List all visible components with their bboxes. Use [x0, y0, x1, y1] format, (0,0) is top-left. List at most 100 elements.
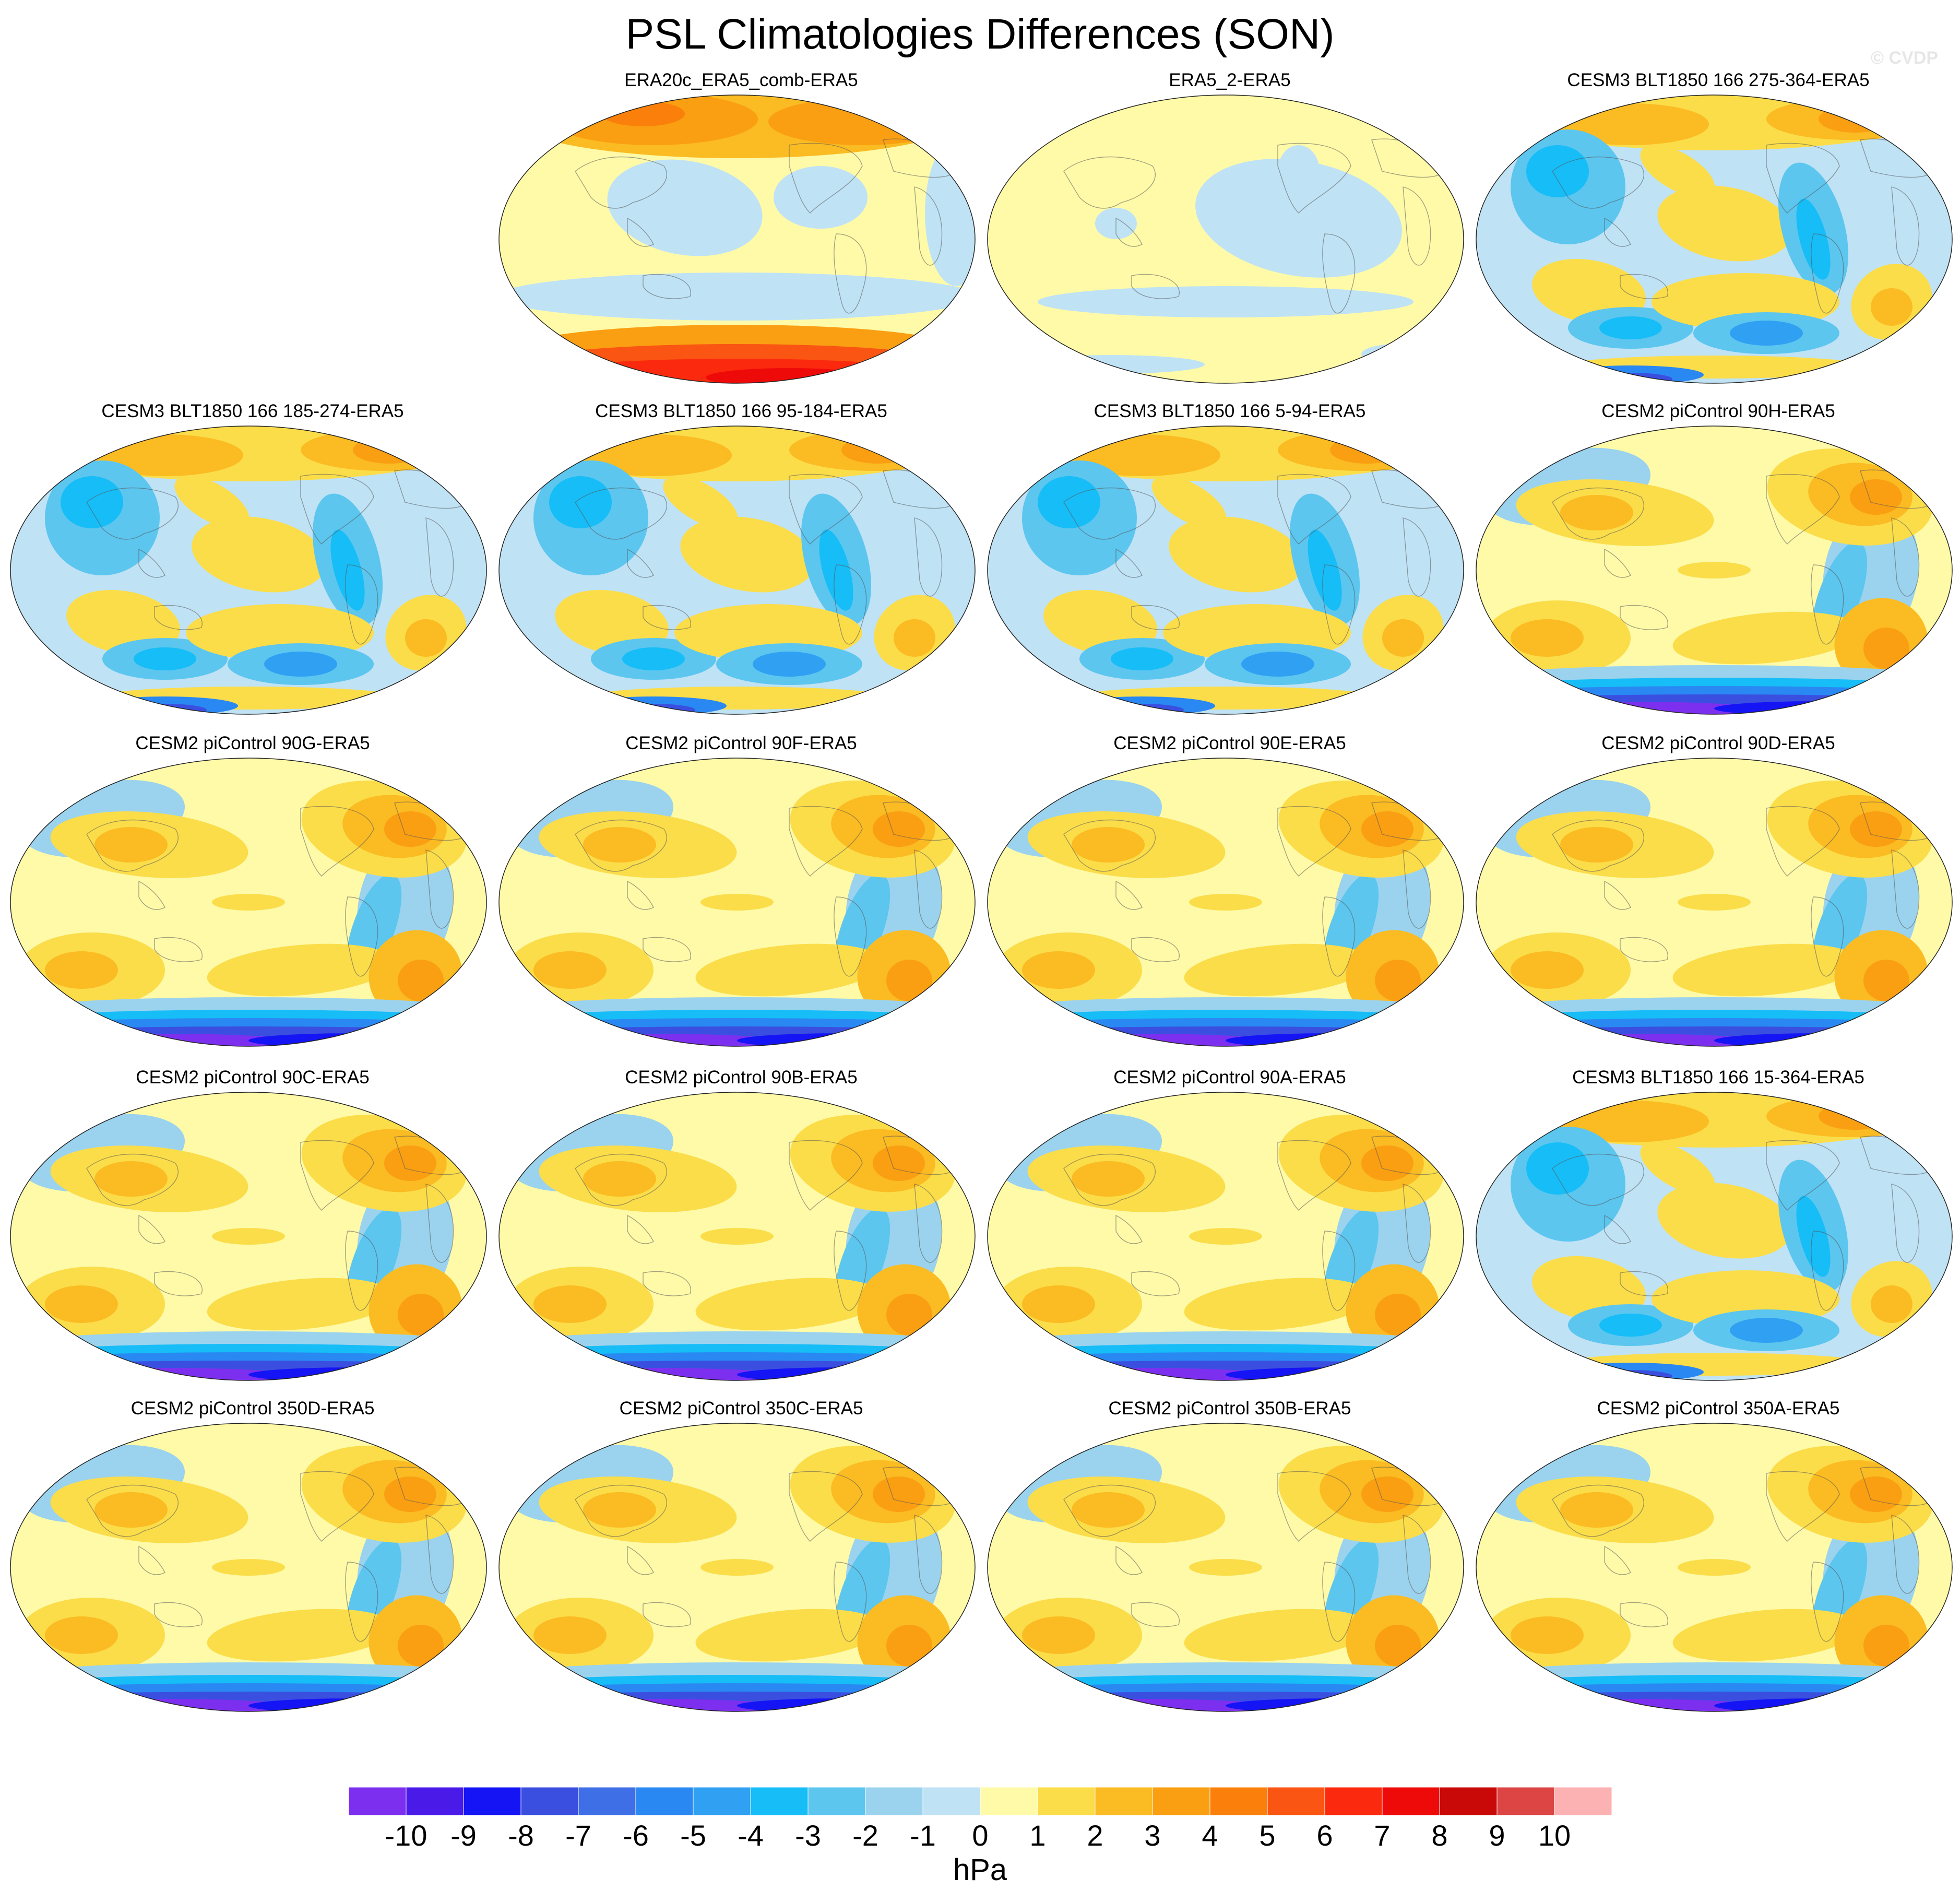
colorbar-swatch [578, 1787, 636, 1816]
map-boundary [1476, 758, 1953, 1047]
colorbar-swatch [1439, 1787, 1498, 1816]
watermark: © CVDP [1871, 48, 1938, 68]
psl-difference-map [498, 426, 976, 715]
colorbar-tick-label: 2 [1087, 1819, 1103, 1850]
map-panel: CESM3 BLT1850 166 185-274-ERA5 [8, 400, 497, 734]
map-boundary [10, 758, 487, 1047]
map-panel: CESM2 piControl 90D-ERA5 [1474, 732, 1960, 1066]
colorbar-swatch [1209, 1787, 1268, 1816]
map-boundary [1476, 426, 1953, 715]
colorbar-swatch [1496, 1787, 1555, 1816]
colorbar-swatch [1152, 1787, 1210, 1816]
panel-title: CESM2 piControl 90F-ERA5 [625, 733, 857, 753]
panel-title: CESM2 piControl 350C-ERA5 [619, 1398, 863, 1419]
map-boundary [498, 94, 976, 384]
map-panel: CESM3 BLT1850 166 95-184-ERA5 [497, 400, 985, 734]
colorbar-swatch [1267, 1787, 1325, 1816]
map-panel: CESM2 piControl 350C-ERA5 [497, 1397, 985, 1731]
colorbar-swatch [349, 1787, 407, 1816]
colorbar-tick-label: 10 [1538, 1819, 1571, 1850]
map-boundary [10, 1092, 487, 1381]
panel-title: CESM3 BLT1850 166 95-184-ERA5 [595, 401, 887, 421]
panel-title: CESM3 BLT1850 166 185-274-ERA5 [101, 401, 404, 421]
colorbar-tick-label: 0 [972, 1819, 988, 1850]
colorbar-swatch [520, 1787, 579, 1816]
colorbar-tick-label: -9 [450, 1819, 477, 1850]
psl-difference-map [1476, 1092, 1953, 1381]
colorbar-tick-label: 5 [1259, 1819, 1275, 1850]
panel-title: CESM2 piControl 90E-ERA5 [1113, 733, 1346, 753]
map-boundary [1476, 1423, 1953, 1712]
map-panel: CESM2 piControl 90C-ERA5 [8, 1066, 497, 1400]
colorbar-swatch [807, 1787, 866, 1816]
colorbar-tick-label: -2 [852, 1819, 878, 1850]
panel-title: CESM2 piControl 90B-ERA5 [625, 1067, 858, 1088]
psl-difference-map [987, 758, 1464, 1047]
map-panel: CESM2 piControl 350D-ERA5 [8, 1397, 497, 1731]
colorbar-tick-label: -7 [565, 1819, 591, 1850]
psl-difference-map [987, 94, 1464, 384]
psl-difference-map [987, 426, 1464, 715]
psl-difference-map [498, 1092, 976, 1381]
colorbar-tick-label: 3 [1144, 1819, 1160, 1850]
colorbar-swatch [1037, 1787, 1096, 1816]
colorbar-tick-label: -8 [508, 1819, 534, 1850]
colorbar-tick-label: -6 [623, 1819, 649, 1850]
panel-title: CESM3 BLT1850 166 5-94-ERA5 [1094, 401, 1366, 421]
colorbar-swatch [1324, 1787, 1383, 1816]
colorbar-swatch [1095, 1787, 1153, 1816]
colorbar-tick-label: 4 [1202, 1819, 1218, 1850]
colorbar-swatch [1382, 1787, 1440, 1816]
psl-difference-map [498, 94, 976, 384]
colorbar-tick-label: 7 [1374, 1819, 1390, 1850]
psl-difference-map [1476, 426, 1953, 715]
colorbar-swatch [750, 1787, 809, 1816]
colorbar-tick-label: -3 [795, 1819, 821, 1850]
psl-difference-map [987, 1092, 1464, 1381]
panel-title: CESM2 piControl 90D-ERA5 [1601, 733, 1835, 753]
panel-title: CESM2 piControl 90C-ERA5 [136, 1067, 370, 1088]
map-boundary [498, 758, 976, 1047]
psl-difference-map [1476, 94, 1953, 384]
map-boundary [498, 1092, 976, 1381]
map-boundary [987, 426, 1464, 715]
panel-title: CESM2 piControl 90H-ERA5 [1601, 401, 1835, 421]
colorbar-swatch [865, 1787, 923, 1816]
psl-difference-map [10, 758, 487, 1047]
map-panel: CESM2 piControl 90E-ERA5 [985, 732, 1474, 1066]
colorbar: -10 -9 -8 -7 -6 -5 -4 -3 -2 -1 0 1 2 3 4 5 6 7 8 9 10 [349, 1787, 1612, 1850]
colorbar-tick-label: -4 [738, 1819, 764, 1850]
panel-title: CESM2 piControl 350A-ERA5 [1597, 1398, 1840, 1419]
map-boundary [498, 1423, 976, 1712]
map-boundary [1476, 1092, 1953, 1381]
map-panel: CESM2 piControl 90F-ERA5 [497, 732, 985, 1066]
psl-difference-map [10, 1092, 487, 1381]
panel-title: ERA20c_ERA5_comb-ERA5 [624, 70, 858, 90]
map-boundary [498, 426, 976, 715]
panel-title: CESM3 BLT1850 166 15-364-ERA5 [1572, 1067, 1864, 1088]
psl-difference-map [10, 1423, 487, 1712]
map-panel: CESM2 piControl 90H-ERA5 [1474, 400, 1960, 734]
colorbar-tick-label: 1 [1029, 1819, 1046, 1850]
map-boundary [1476, 94, 1953, 384]
panel-title: CESM2 piControl 350D-ERA5 [130, 1398, 375, 1419]
map-panel: ERA5_2-ERA5 [985, 69, 1474, 403]
psl-difference-map [498, 1423, 976, 1712]
colorbar-swatch [406, 1787, 464, 1816]
map-panel: CESM2 piControl 90A-ERA5 [985, 1066, 1474, 1400]
map-boundary [10, 1423, 487, 1712]
panel-title: ERA5_2-ERA5 [1169, 70, 1291, 90]
colorbar-unit-label: hPa [953, 1853, 1007, 1887]
colorbar-tick-label: -5 [680, 1819, 706, 1850]
colorbar-tick-label: -10 [385, 1819, 427, 1850]
colorbar-tick-label: 9 [1489, 1819, 1505, 1850]
colorbar-swatch [1554, 1787, 1612, 1816]
colorbar-swatch [693, 1787, 751, 1816]
colorbar-swatch [922, 1787, 981, 1816]
page-title: PSL Climatologies Differences (SON) [625, 10, 1335, 58]
map-boundary [987, 94, 1464, 384]
map-panel: CESM3 BLT1850 166 275-364-ERA5 [1474, 69, 1960, 403]
map-boundary [987, 1423, 1464, 1712]
colorbar-tick-label: 6 [1316, 1819, 1333, 1850]
psl-difference-map [987, 1423, 1464, 1712]
